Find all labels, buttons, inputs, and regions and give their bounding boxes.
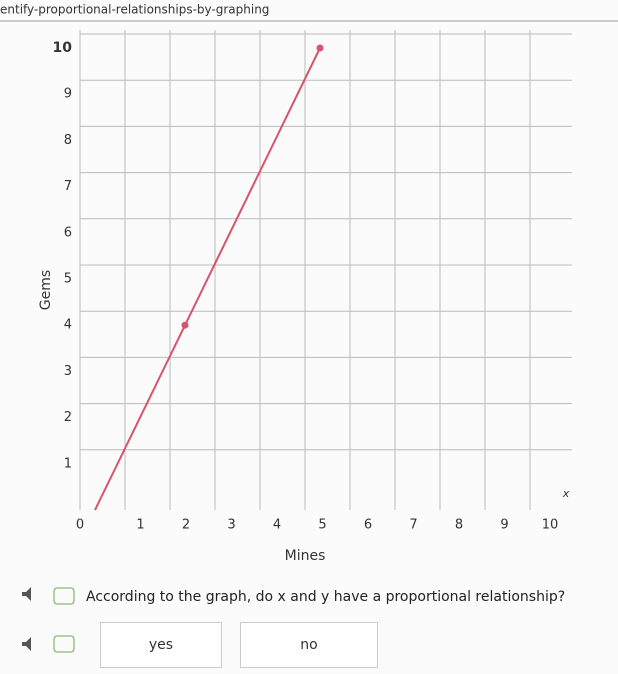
- y-tick-label: 5: [64, 272, 72, 287]
- page-url: entify-proportional-relationships-by-gra…: [0, 3, 269, 17]
- y-tick-label: 8: [64, 133, 72, 148]
- y-tick-label: 10: [53, 40, 73, 56]
- x-tick-label: 3: [227, 518, 235, 533]
- y-axis-label: Gems: [38, 270, 54, 310]
- y-tick-label: 1: [64, 456, 72, 471]
- x-tick-label: 8: [455, 518, 463, 533]
- x-tick-label: 1: [136, 518, 144, 533]
- x-tick-label: 7: [409, 518, 417, 533]
- x-tick-label: 4: [273, 518, 281, 533]
- option-button[interactable]: yes: [100, 622, 222, 668]
- data-point: [316, 44, 324, 52]
- question: According to the graph, do x and y have …: [86, 589, 565, 605]
- data-point: [181, 321, 189, 329]
- y-tick-label: 7: [64, 179, 72, 194]
- option-button[interactable]: no: [240, 622, 378, 668]
- option-icons: [22, 635, 75, 653]
- y-tick-label: 4: [64, 318, 72, 333]
- x-tick-label: 6: [364, 518, 372, 533]
- data-line: [94, 47, 321, 511]
- speaker-icon[interactable]: [22, 587, 31, 601]
- translate-icon[interactable]: [53, 587, 75, 605]
- speaker-icon[interactable]: [22, 637, 31, 651]
- x-tick-label: 2: [182, 518, 190, 533]
- y-tick-label: 6: [64, 225, 72, 240]
- x-tick-label: 10: [542, 518, 559, 533]
- y-tick-label: 9: [64, 87, 72, 102]
- y-tick-label: 3: [64, 364, 72, 379]
- chart: entify-proportional-relationships-by-gra…: [0, 3, 618, 564]
- x-axis-hint: x: [562, 487, 570, 500]
- question-row: According to the graph, do x and y have …: [22, 587, 565, 605]
- x-tick-label: 5: [318, 518, 326, 533]
- y-tick-label: 2: [64, 410, 72, 425]
- translate-icon[interactable]: [53, 635, 75, 653]
- x-axis-label: Mines: [285, 548, 326, 564]
- x-tick-label: 9: [500, 518, 508, 533]
- x-tick-label: 0: [76, 518, 84, 533]
